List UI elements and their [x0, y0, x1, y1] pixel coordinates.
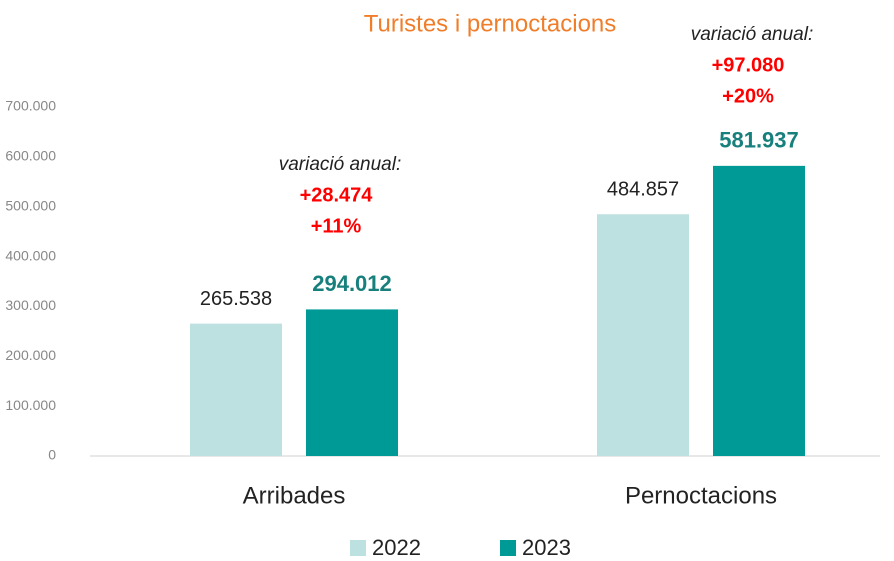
annotation-heading: variació anual:	[691, 24, 814, 45]
bar	[306, 309, 398, 456]
annotation-line: +28.474	[300, 184, 374, 206]
bar	[190, 323, 282, 456]
y-tick-label: 0	[48, 447, 56, 463]
annotation-line: +11%	[311, 215, 362, 237]
x-tick-label: Pernoctacions	[625, 482, 777, 509]
y-tick-label: 500.000	[5, 197, 56, 213]
chart-title: Turistes i pernoctacions	[364, 10, 617, 37]
y-tick-label: 400.000	[5, 247, 56, 263]
data-label: 484.857	[607, 179, 679, 201]
data-label: 294.012	[312, 271, 392, 296]
data-label: 581.937	[719, 128, 799, 153]
annotation-line: +97.080	[712, 54, 785, 76]
y-tick-label: 700.000	[5, 98, 56, 114]
y-tick-label: 200.000	[5, 347, 56, 363]
legend-swatch	[500, 540, 516, 556]
data-label: 265.538	[200, 288, 272, 310]
legend-label: 2022	[372, 535, 421, 560]
annotation-heading: variació anual:	[279, 154, 402, 175]
x-tick-label: Arribades	[243, 482, 346, 509]
bar	[597, 214, 689, 456]
y-tick-label: 600.000	[5, 148, 56, 164]
y-tick-label: 300.000	[5, 297, 56, 313]
legend-label: 2023	[522, 535, 571, 560]
annotation-line: +20%	[722, 85, 774, 107]
legend-swatch	[350, 540, 366, 556]
bar	[713, 165, 805, 456]
y-tick-label: 100.000	[5, 397, 56, 413]
